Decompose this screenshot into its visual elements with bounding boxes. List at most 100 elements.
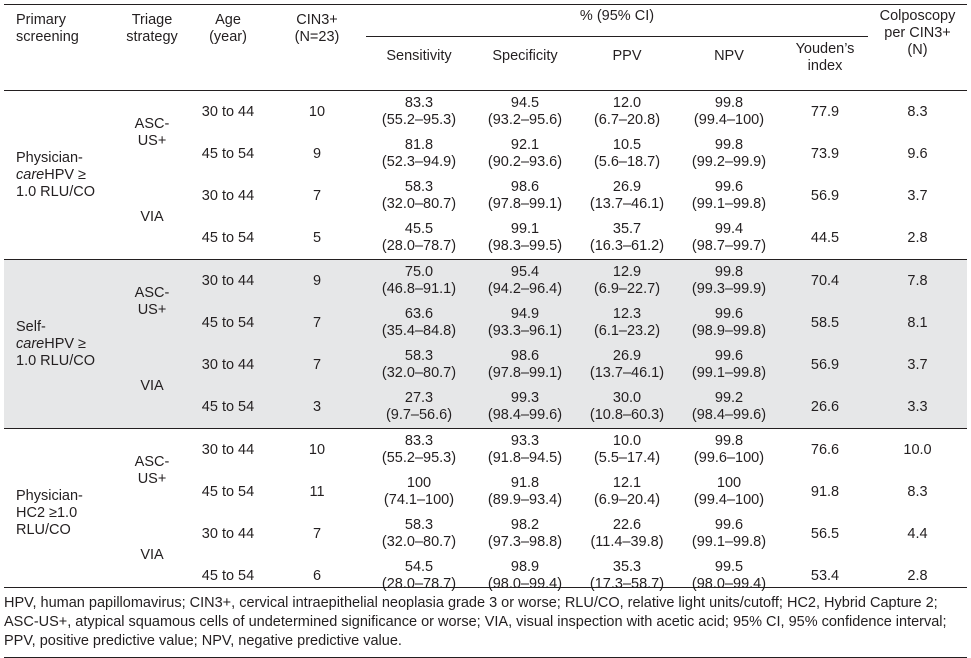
cin3-count-cell: 9 [268,259,366,302]
sensitivity-cell-estimate: 27.3 [404,390,434,406]
npv-cell-estimate: 99.8 [714,264,744,280]
primary-screening-line: Self- [16,318,46,335]
specificity-cell-estimate: 98.6 [510,348,540,364]
line-rest: HPV ≥ [44,335,87,352]
cin3-count-cell: 11 [309,483,325,500]
npv-cell: 100 (99.4–100) [676,471,782,513]
age-cell: 45 to 54 [201,483,255,500]
sensitivity-cell-estimate: 45.5 [404,221,434,237]
triage-strategy-cell: ASC- US+ [116,259,188,344]
youden-cell: 70.4 [782,259,868,302]
sensitivity-cell: 100 (74.1–100) [366,471,472,513]
sensitivity-cell-ci: (32.0–80.7) [381,534,457,550]
youden-cell: 56.9 [810,187,840,204]
specificity-cell: 94.9 (93.3–96.1) [472,302,578,344]
cin3-count-cell: 7 [312,525,322,542]
primary-screening-line: 1.0 RLU/CO [16,352,95,369]
npv-cell-estimate: 99.6 [714,348,744,364]
sensitivity-cell-estimate: 81.8 [404,137,434,153]
results-table: Primary screening Triage strategy Age (year… [4,4,967,597]
specificity-cell-estimate: 92.1 [510,137,540,153]
npv-cell-ci: (99.2–99.9) [691,154,767,170]
sensitivity-cell-ci: (28.0–78.7) [381,576,457,592]
npv-cell-ci: (98.7–99.7) [691,238,767,254]
line-rest: HPV ≥ [44,166,87,183]
cin3-count-cell: 7 [268,344,366,386]
header-age: Age (year) [209,12,247,45]
specificity-cell: 98.6 (97.8–99.1) [472,344,578,386]
header-colposcopy: Colposcopy per CIN3+ (N) [879,8,956,58]
specificity-cell-estimate: 98.2 [510,517,540,533]
triage-label-line: ASC- [134,454,170,470]
triage-label-line: US+ [137,302,167,318]
npv-cell: 99.6 (99.1–99.8) [676,513,782,555]
ppv-cell-estimate: 26.9 [612,348,642,364]
sensitivity-cell: 75.0 (46.8–91.1) [366,259,472,302]
table-row: Self-careHPV ≥1.0 RLU/CO ASC- US+ 30 to 44 9… [4,259,967,429]
youden-cell: 26.6 [782,386,868,429]
top-rule [4,4,967,5]
sensitivity-cell-ci: (35.4–84.8) [381,323,457,339]
triage-strategy-cell: ASC- US+ [116,428,188,513]
youden-cell: 76.6 [782,428,868,471]
ppv-cell-ci: (5.5–17.4) [593,450,661,466]
colposcopy-cell: 4.4 [907,525,928,542]
ppv-cell-estimate: 22.6 [612,517,642,533]
npv-cell: 99.6 (99.1–99.8) [676,175,782,217]
table-row: Physician- HC2 ≥1.0 RLU/CO ASC- US+ 30 to 44 1… [4,428,967,597]
ppv-cell-ci: (6.9–20.4) [593,492,661,508]
ppv-cell-ci: (6.1–23.2) [593,323,661,339]
npv-cell-ci: (99.3–99.9) [691,281,767,297]
ppv-cell-estimate: 12.0 [612,95,642,111]
table-row: 45 to 54 9 81.8 (52.3–94.9) 92.1 (90.2–93.6) 1… [4,133,967,175]
specificity-cell: 92.1 (90.2–93.6) [472,133,578,175]
colposcopy-cell: 8.3 [907,483,928,500]
sensitivity-cell: 58.3 (32.0–80.7) [366,513,472,555]
npv-cell-estimate: 99.8 [714,137,744,153]
sensitivity-cell-estimate: 63.6 [404,306,434,322]
triage-label-line: US+ [137,471,167,487]
ppv-cell: 35.7 (16.3–61.2) [578,217,676,260]
triage-strategy-cell: ASC- US+ [116,90,188,175]
npv-cell-ci: (99.1–99.8) [691,534,767,550]
sensitivity-cell-estimate: 75.0 [404,264,434,280]
ppv-cell-estimate: 12.1 [612,475,642,491]
youden-cell: 73.9 [810,145,840,162]
sensitivity-cell: 54.5 (28.0–78.7) [366,555,472,597]
npv-cell-estimate: 100 [716,475,742,491]
cin3-count-cell: 7 [268,302,366,344]
specificity-cell-ci: (97.8–99.1) [487,365,563,381]
specificity-cell: 99.1 (98.3–99.5) [472,217,578,260]
npv-cell: 99.4 (98.7–99.7) [676,217,782,260]
cin3-count-cell: 7 [312,187,322,204]
npv-cell-estimate: 99.8 [714,433,744,449]
specificity-cell-ci: (98.0–99.4) [487,576,563,592]
header-sensitivity: Sensitivity [366,36,472,91]
primary-screening-cell: Self-careHPV ≥1.0 RLU/CO [4,259,116,429]
cin3-count-cell: 3 [268,386,366,429]
primary-screening-line: RLU/CO [16,521,71,538]
youden-cell: 91.8 [810,483,840,500]
sensitivity-cell-ci: (9.7–56.6) [385,407,453,423]
table-row: VIA 30 to 44 7 58.3 (32.0–80.7) 98.6 (97.8–99.… [4,175,967,225]
youden-cell: 53.4 [810,567,840,584]
ppv-cell-ci: (13.7–46.1) [589,365,665,381]
colposcopy-cell: 3.3 [868,386,967,429]
colposcopy-cell: 2.8 [907,567,928,584]
npv-cell-ci: (99.1–99.8) [691,196,767,212]
ppv-cell: 12.9 (6.9–22.7) [578,259,676,302]
npv-cell: 99.6 (98.9–99.8) [676,302,782,344]
ppv-cell: 26.9 (13.7–46.1) [578,344,676,386]
primary-screening-line: careHPV ≥ [16,336,116,353]
ppv-cell-ci: (6.7–20.8) [593,112,661,128]
specificity-cell-ci: (93.3–96.1) [487,323,563,339]
sensitivity-cell-estimate: 83.3 [404,95,434,111]
ppv-cell-estimate: 10.5 [612,137,642,153]
colposcopy-cell: 2.8 [907,229,928,246]
table-row: 45 to 54 5 45.5 (28.0–78.7) 99.1 (98.3–99.5) 3… [4,217,967,260]
sensitivity-cell-estimate: 58.3 [404,348,434,364]
header-percent-ci: % (95% CI) [579,8,655,24]
triage-strategy-cell: VIA [116,175,188,260]
sensitivity-cell: 58.3 (32.0–80.7) [366,344,472,386]
sensitivity-cell: 81.8 (52.3–94.9) [366,133,472,175]
